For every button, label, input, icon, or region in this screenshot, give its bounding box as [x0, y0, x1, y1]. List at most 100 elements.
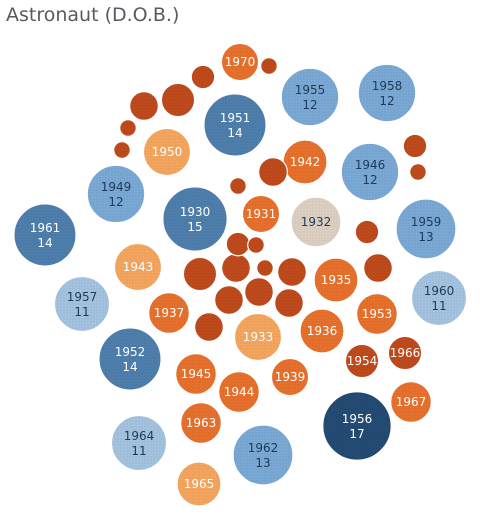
bubble-unlabeled[interactable]: [190, 64, 216, 90]
bubble-year-label: 1944: [224, 385, 255, 399]
bubble-1965[interactable]: 1965: [176, 461, 222, 507]
bubble-unlabeled[interactable]: [160, 82, 196, 118]
bubble-1939[interactable]: 1939: [270, 357, 310, 397]
bubble-unlabeled[interactable]: [260, 57, 278, 75]
bubble-unlabeled[interactable]: [119, 119, 137, 137]
bubble-unlabeled[interactable]: [247, 236, 265, 254]
bubble-circle[interactable]: [119, 119, 137, 137]
bubble-unlabeled[interactable]: [214, 285, 244, 315]
bubble-circle[interactable]: [244, 277, 274, 307]
bubble-circle[interactable]: [194, 312, 224, 342]
bubble-unlabeled[interactable]: [221, 253, 251, 283]
bubble-circle[interactable]: [409, 163, 427, 181]
bubble-circle[interactable]: [402, 133, 428, 159]
bubble-year-label: 1935: [321, 273, 352, 287]
bubble-unlabeled[interactable]: [256, 259, 274, 277]
bubble-circle[interactable]: [357, 63, 417, 123]
bubble-unlabeled[interactable]: [274, 288, 304, 318]
bubble-unlabeled[interactable]: [129, 91, 159, 121]
bubble-circle[interactable]: [13, 203, 77, 267]
bubble-circle[interactable]: [277, 257, 307, 287]
bubble-year-label: 1962: [248, 441, 279, 455]
bubble-circle[interactable]: [129, 91, 159, 121]
bubble-circle[interactable]: [363, 253, 393, 283]
bubble-1970[interactable]: 1970: [220, 42, 260, 82]
bubble-1932[interactable]: 1932: [290, 196, 342, 248]
bubble-circle[interactable]: [113, 141, 131, 159]
bubble-circle[interactable]: [86, 164, 146, 224]
bubble-circle[interactable]: [410, 269, 468, 327]
bubble-circle[interactable]: [256, 259, 274, 277]
bubble-unlabeled[interactable]: [258, 157, 288, 187]
bubble-circle[interactable]: [247, 236, 265, 254]
bubble-1933[interactable]: 1933: [233, 312, 283, 362]
bubble-1945[interactable]: 1945: [175, 353, 217, 395]
bubble-1963[interactable]: 1963: [180, 402, 222, 444]
bubble-year-label: 1964: [124, 429, 155, 443]
bubble-unlabeled[interactable]: [363, 253, 393, 283]
bubble-1966[interactable]: 1966: [387, 335, 423, 371]
bubble-circle[interactable]: [229, 177, 247, 195]
bubble-circle[interactable]: [160, 82, 196, 118]
bubble-unlabeled[interactable]: [354, 219, 380, 245]
bubble-1953[interactable]: 1953: [356, 293, 398, 335]
bubble-circle[interactable]: [190, 64, 216, 90]
bubble-circle[interactable]: [280, 67, 340, 127]
bubble-1936[interactable]: 1936: [299, 308, 345, 354]
bubble-unlabeled[interactable]: [229, 177, 247, 195]
bubble-1937[interactable]: 1937: [148, 292, 190, 334]
bubble-1944[interactable]: 1944: [218, 371, 260, 413]
bubble-circle[interactable]: [214, 285, 244, 315]
bubble-circle[interactable]: [98, 327, 162, 391]
bubble-1943[interactable]: 1943: [113, 242, 163, 292]
bubble-circle[interactable]: [110, 414, 168, 472]
bubble-1950[interactable]: 1950: [142, 127, 192, 177]
bubble-unlabeled[interactable]: [409, 163, 427, 181]
bubble-circle[interactable]: [340, 142, 400, 202]
bubble-1935[interactable]: 1935: [313, 257, 359, 303]
bubble-circle[interactable]: [221, 253, 251, 283]
bubble-1967[interactable]: 1967: [390, 381, 432, 423]
bubble-unlabeled[interactable]: [277, 257, 307, 287]
bubble-circle[interactable]: [182, 256, 218, 292]
bubble-unlabeled[interactable]: [113, 141, 131, 159]
bubble-1954[interactable]: 1954: [344, 343, 380, 379]
bubble-year-label: 1961: [30, 221, 61, 235]
bubble-circle[interactable]: [225, 231, 251, 257]
bubble-circle[interactable]: [258, 157, 288, 187]
bubble-unlabeled[interactable]: [244, 277, 274, 307]
bubble-count-label: 13: [418, 230, 433, 244]
bubble-circle[interactable]: [322, 391, 392, 461]
bubble-circle[interactable]: [53, 275, 111, 333]
bubble-unlabeled[interactable]: [182, 256, 218, 292]
bubble-circle[interactable]: [232, 424, 294, 486]
bubble-unlabeled[interactable]: [402, 133, 428, 159]
bubble-circle[interactable]: [274, 288, 304, 318]
bubble-circle[interactable]: [260, 57, 278, 75]
bubble-circle[interactable]: [354, 219, 380, 245]
bubble-year-label: 1931: [246, 207, 277, 221]
bubble-circle[interactable]: [395, 198, 457, 260]
bubble-1931[interactable]: 1931: [241, 194, 281, 234]
bubble-year-label: 1933: [243, 330, 274, 344]
bubble-circle[interactable]: [162, 186, 228, 252]
bubble-unlabeled[interactable]: [225, 231, 251, 257]
bubble-unlabeled[interactable]: [194, 312, 224, 342]
bubble-1942[interactable]: 1942: [282, 139, 328, 185]
bubble-circle[interactable]: [203, 93, 267, 157]
